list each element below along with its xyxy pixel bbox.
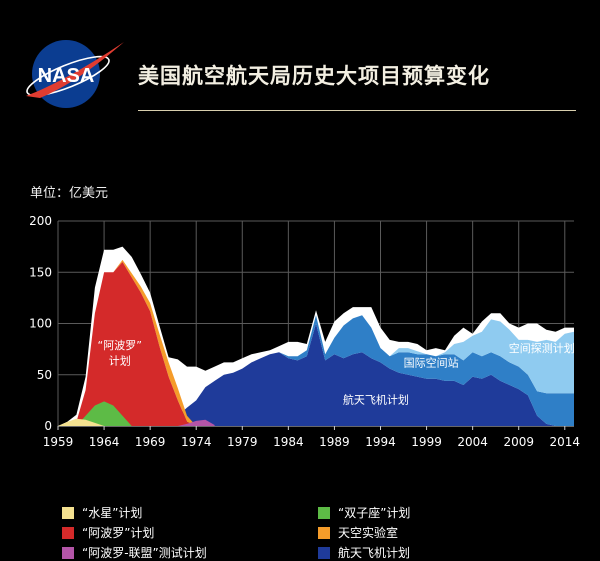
legend-item: “水星”计划 (62, 504, 142, 521)
x-tick-label: 2004 (457, 435, 488, 449)
legend-swatch (62, 526, 74, 539)
y-tick-label: 100 (29, 317, 52, 331)
y-tick-label: 150 (29, 265, 52, 279)
chart-annotation: 空间探测计划 (509, 341, 575, 355)
chart-legend: “水星”计划 “双子座”计划 “阿波罗”计划 天空实验室 “阿波罗-联盟”测试计划 航天飞… (0, 496, 600, 560)
x-tick-label: 1999 (411, 435, 442, 449)
y-tick-label: 0 (44, 419, 52, 433)
chart-annotation: 航天飞机计划 (343, 392, 409, 406)
nasa-logo-orbit (26, 55, 110, 97)
legend-swatch (62, 506, 74, 519)
x-tick-label: 1994 (365, 435, 396, 449)
legend-swatch (318, 506, 330, 519)
legend-label: “双子座”计划 (338, 506, 411, 520)
y-tick-label: 50 (37, 368, 52, 382)
chart-annotation: 国际空间站 (404, 356, 459, 370)
x-tick-label: 1964 (89, 435, 120, 449)
area-mercury (58, 418, 105, 426)
nasa-logo: NASA (26, 40, 124, 108)
nasa-logo-text: NASA (38, 65, 95, 87)
legend-label: “阿波罗”计划 (82, 526, 155, 540)
legend-swatch (62, 546, 74, 559)
x-tick-label: 1984 (273, 435, 304, 449)
legend-label: “阿波罗-联盟”测试计划 (82, 546, 207, 560)
y-tick-label: 200 (29, 214, 52, 228)
chart-annotation: 计划 (109, 355, 131, 368)
legend-item: “阿波罗”计划 (62, 524, 154, 541)
budget-area-chart: 0 50 100 150 200 1959 1964 1969 1974 1979 1984 1989… (29, 214, 580, 449)
x-tick-label: 1959 (43, 435, 74, 449)
legend-label: 航天飞机计划 (338, 546, 411, 560)
x-tick-label: 1974 (181, 435, 212, 449)
area-astp (177, 419, 215, 426)
legend-item: “阿波罗-联盟”测试计划 (62, 544, 207, 561)
unit-label: 单位：亿美元 (30, 186, 109, 201)
area-shuttle (168, 323, 574, 426)
x-tick-label: 1979 (227, 435, 258, 449)
title-divider (138, 110, 576, 111)
axis-layer: 0 50 100 150 200 1959 1964 1969 1974 1979 1984 1989… (29, 214, 580, 449)
x-tick-label: 2014 (550, 435, 581, 449)
nasa-logo-vector (26, 42, 124, 98)
area-skylab (113, 259, 197, 426)
x-tick-label: 1989 (319, 435, 350, 449)
legend-label: 天空实验室 (338, 526, 399, 540)
page-title: 美国航空航天局历史大项目预算变化 (138, 64, 490, 88)
area-iss (168, 315, 574, 426)
legend-item: “双子座”计划 (318, 504, 410, 521)
area-apollo (67, 262, 197, 426)
legend-label: “水星”计划 (82, 506, 143, 520)
legend-item: 天空实验室 (318, 524, 398, 541)
x-tick-label: 2009 (503, 435, 534, 449)
area-exploration (168, 315, 574, 426)
legend-item: 航天飞机计划 (318, 544, 410, 561)
area-layer (58, 246, 574, 426)
area-gemini (76, 401, 132, 426)
chart-annotation: “阿波罗” (98, 339, 142, 352)
x-tick-label: 1969 (135, 435, 166, 449)
legend-swatch (318, 546, 330, 559)
legend-swatch (318, 526, 330, 539)
